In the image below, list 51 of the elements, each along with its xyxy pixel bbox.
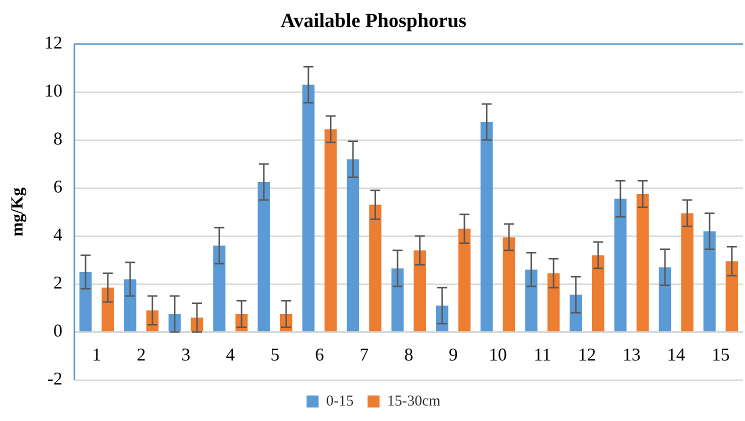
- x-tick-label: 9: [448, 344, 458, 365]
- y-tick-label: 4: [53, 224, 62, 245]
- x-tick-label: 11: [534, 344, 552, 365]
- y-tick-label: 8: [53, 128, 62, 149]
- x-tick-label: 2: [136, 344, 146, 365]
- x-tick-label: 1: [92, 344, 102, 365]
- x-tick-label: 14: [667, 344, 686, 365]
- bar: [213, 246, 226, 332]
- bar: [570, 294, 582, 332]
- x-tick-label: 3: [181, 344, 190, 365]
- bar: [302, 84, 315, 332]
- y-tick-label: 0: [53, 320, 62, 341]
- bar: [726, 261, 738, 332]
- y-tick-label: -2: [47, 368, 62, 389]
- x-tick-label: 6: [315, 344, 324, 365]
- x-tick-label: 7: [360, 344, 369, 365]
- x-tick-label: 12: [578, 344, 596, 365]
- y-tick-label: 12: [44, 32, 62, 53]
- bar: [346, 159, 360, 332]
- x-tick-label: 5: [270, 344, 280, 365]
- x-tick-label: 8: [404, 344, 414, 365]
- bar: [525, 270, 538, 332]
- bar: [547, 273, 560, 332]
- bar: [391, 268, 404, 332]
- bar: [614, 198, 627, 332]
- bar: [502, 237, 516, 332]
- x-tick-label: 4: [226, 344, 235, 365]
- chart-title: Available Phosphorus: [280, 10, 467, 32]
- bar: [703, 231, 716, 332]
- legend-label: 15-30cm: [387, 393, 441, 410]
- bar: [458, 228, 471, 332]
- bar: [681, 213, 694, 332]
- x-tick-label: 15: [712, 344, 730, 365]
- bar: [324, 129, 337, 332]
- x-tick-label: 10: [488, 344, 507, 365]
- bar: [480, 122, 493, 332]
- bar: [592, 255, 604, 332]
- x-tick-label: 13: [622, 344, 641, 365]
- bar: [369, 204, 382, 332]
- y-axis-title: mg/Kg: [8, 186, 27, 237]
- bar: [414, 250, 426, 332]
- bar: [258, 182, 270, 332]
- bar: [79, 272, 92, 332]
- bar: [636, 194, 649, 332]
- bar: [124, 279, 136, 332]
- y-tick-label: 10: [44, 80, 62, 101]
- legend-label: 0-15: [326, 393, 354, 410]
- bar: [658, 267, 672, 332]
- bar: [102, 288, 114, 332]
- y-tick-label: 2: [53, 272, 62, 293]
- y-tick-label: 6: [53, 176, 62, 197]
